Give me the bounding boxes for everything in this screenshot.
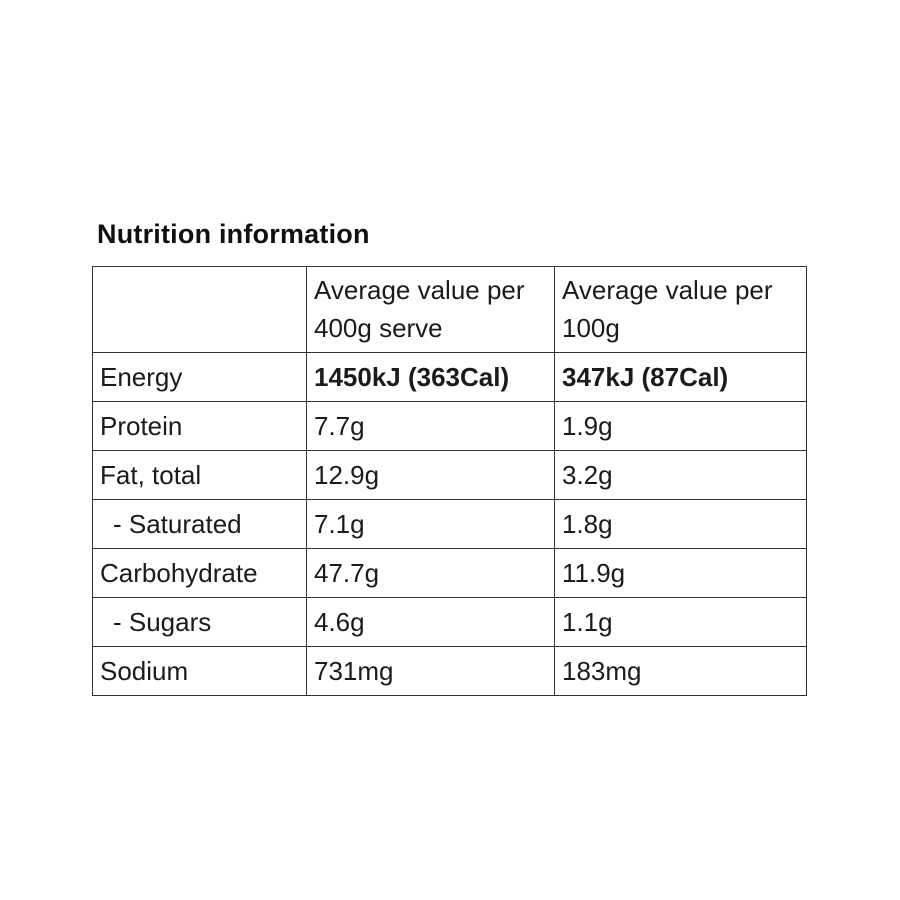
row-value-per-serve: 47.7g [306,548,555,598]
table-header-row: Average value per 400g serve Average val… [92,266,807,353]
row-value-per-100g: 1.8g [554,499,807,549]
table-row-fat-total: Fat, total 12.9g 3.2g [92,450,807,500]
table-row-energy: Energy 1450kJ (363Cal) 347kJ (87Cal) [92,352,807,402]
table-row-sugars: - Sugars 4.6g 1.1g [92,597,807,647]
nutrition-table: Average value per 400g serve Average val… [92,266,807,696]
row-value-per-serve: 12.9g [306,450,555,500]
table-row-carbohydrate: Carbohydrate 47.7g 11.9g [92,548,807,598]
row-value-per-100g: 1.9g [554,401,807,451]
row-value-per-serve: 7.1g [306,499,555,549]
row-value-per-serve: 1450kJ (363Cal) [306,352,555,402]
row-value-per-100g: 3.2g [554,450,807,500]
table-row-saturated: - Saturated 7.1g 1.8g [92,499,807,549]
row-value-per-100g: 347kJ (87Cal) [554,352,807,402]
page-title: Nutrition information [97,219,370,249]
row-label: Protein [92,401,307,451]
row-label: Energy [92,352,307,402]
row-value-per-100g: 11.9g [554,548,807,598]
row-label: - Sugars [92,597,307,647]
row-value-per-serve: 7.7g [306,401,555,451]
header-per-100g: Average value per 100g [554,266,807,353]
table-row-protein: Protein 7.7g 1.9g [92,401,807,451]
row-label: - Saturated [92,499,307,549]
row-value-per-serve: 4.6g [306,597,555,647]
row-label: Fat, total [92,450,307,500]
row-value-per-100g: 183mg [554,646,807,696]
table-row-sodium: Sodium 731mg 183mg [92,646,807,696]
header-per-serve: Average value per 400g serve [306,266,555,353]
row-label: Sodium [92,646,307,696]
row-value-per-serve: 731mg [306,646,555,696]
header-blank-cell [92,266,307,353]
row-value-per-100g: 1.1g [554,597,807,647]
row-label: Carbohydrate [92,548,307,598]
